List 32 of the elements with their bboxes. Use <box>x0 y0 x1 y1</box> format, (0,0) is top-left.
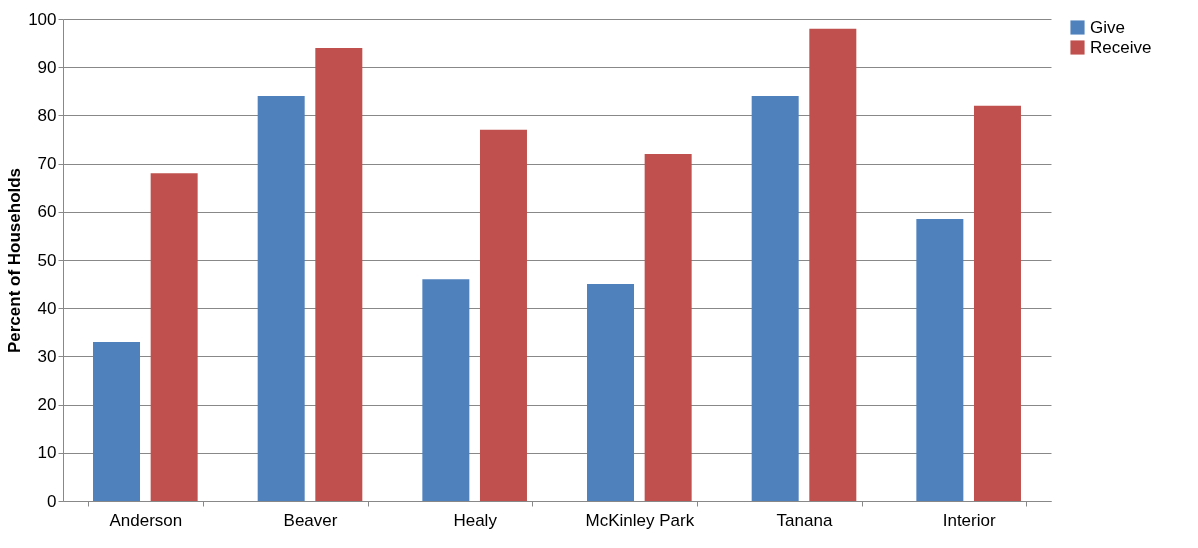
bar <box>973 105 1021 501</box>
y-tick-label: 80 <box>37 105 57 125</box>
bar <box>751 96 799 501</box>
bar <box>587 284 635 501</box>
bar <box>315 47 363 501</box>
x-tick-label: Beaver <box>283 510 338 530</box>
y-tick-label: 100 <box>28 9 57 29</box>
y-tick-label: 30 <box>37 346 57 366</box>
y-tick-label: 90 <box>37 57 57 77</box>
y-tick-label: 10 <box>37 443 57 463</box>
x-tick-label: Anderson <box>109 510 183 530</box>
bar <box>644 153 692 501</box>
bar <box>422 279 470 501</box>
bar <box>479 129 527 501</box>
bar <box>93 341 141 501</box>
bar <box>150 173 198 501</box>
x-tick-label: McKinley Park <box>585 510 695 530</box>
y-tick-label: 40 <box>37 298 57 318</box>
x-tick-label: Interior <box>942 510 996 530</box>
x-tick-label: Tanana <box>776 510 833 530</box>
x-tick-label: Healy <box>453 510 498 530</box>
y-tick-label: 60 <box>37 202 57 222</box>
bar <box>257 96 305 501</box>
y-axis-title: Percent of Households <box>5 167 25 354</box>
y-tick-label: 50 <box>37 250 57 270</box>
legend-label: Give <box>1090 17 1125 37</box>
bar <box>916 219 964 501</box>
y-tick-label: 70 <box>37 154 57 174</box>
bar <box>809 28 857 501</box>
y-tick-label: 20 <box>37 395 57 415</box>
y-tick-label: 0 <box>47 491 57 511</box>
legend-label: Receive <box>1090 37 1152 57</box>
